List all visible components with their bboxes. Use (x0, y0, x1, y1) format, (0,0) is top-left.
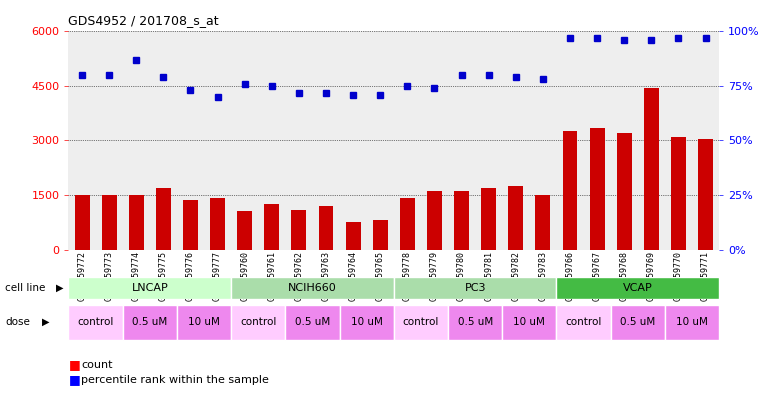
Text: control: control (78, 317, 114, 327)
Bar (394, 305, 448, 340)
Bar (665, 305, 719, 340)
Text: 0.5 uM: 0.5 uM (620, 317, 655, 327)
Bar (481, 189, 496, 250)
Text: cell line: cell line (5, 283, 46, 293)
Text: 10 uM: 10 uM (188, 317, 220, 327)
Bar (123, 305, 177, 340)
Bar (156, 188, 170, 250)
Text: 10 uM: 10 uM (514, 317, 546, 327)
Bar (394, 277, 556, 299)
Bar (319, 206, 333, 250)
Text: control: control (240, 317, 276, 327)
Bar (617, 133, 632, 250)
Text: 0.5 uM: 0.5 uM (295, 317, 330, 327)
Bar (183, 200, 198, 250)
Bar (698, 139, 713, 250)
Bar (291, 209, 307, 250)
Text: control: control (403, 317, 439, 327)
Text: PC3: PC3 (464, 283, 486, 293)
Text: ▶: ▶ (42, 317, 49, 327)
Text: VCAP: VCAP (623, 283, 653, 293)
Text: LNCAP: LNCAP (132, 283, 168, 293)
Bar (231, 305, 285, 340)
Bar (562, 131, 578, 250)
Bar (454, 191, 469, 250)
Bar (373, 220, 387, 250)
Bar (210, 198, 225, 250)
Bar (671, 137, 686, 250)
Bar (129, 195, 144, 250)
Bar (536, 195, 550, 250)
Bar (590, 128, 604, 250)
Bar (644, 88, 659, 250)
Text: control: control (565, 317, 602, 327)
Text: 10 uM: 10 uM (351, 317, 383, 327)
Text: dose: dose (5, 317, 30, 327)
Bar (285, 305, 339, 340)
Text: 0.5 uM: 0.5 uM (457, 317, 493, 327)
Text: ■: ■ (68, 358, 80, 371)
Bar (231, 277, 394, 299)
Bar (508, 186, 524, 250)
Text: ▶: ▶ (56, 283, 63, 293)
Text: NCIH660: NCIH660 (288, 283, 337, 293)
Bar (502, 305, 556, 340)
Bar (102, 195, 116, 250)
Bar (610, 305, 665, 340)
Bar (427, 191, 442, 250)
Text: 0.5 uM: 0.5 uM (132, 317, 167, 327)
Bar (448, 305, 502, 340)
Bar (68, 277, 231, 299)
Text: count: count (81, 360, 113, 370)
Bar (264, 204, 279, 250)
Text: ■: ■ (68, 373, 80, 387)
Bar (177, 305, 231, 340)
Bar (556, 277, 719, 299)
Bar (400, 198, 415, 250)
Bar (75, 195, 90, 250)
Text: GDS4952 / 201708_s_at: GDS4952 / 201708_s_at (68, 14, 219, 27)
Text: percentile rank within the sample: percentile rank within the sample (81, 375, 269, 385)
Bar (345, 222, 361, 250)
Bar (68, 305, 123, 340)
Bar (339, 305, 394, 340)
Text: 10 uM: 10 uM (676, 317, 708, 327)
Bar (237, 211, 252, 250)
Bar (556, 305, 610, 340)
